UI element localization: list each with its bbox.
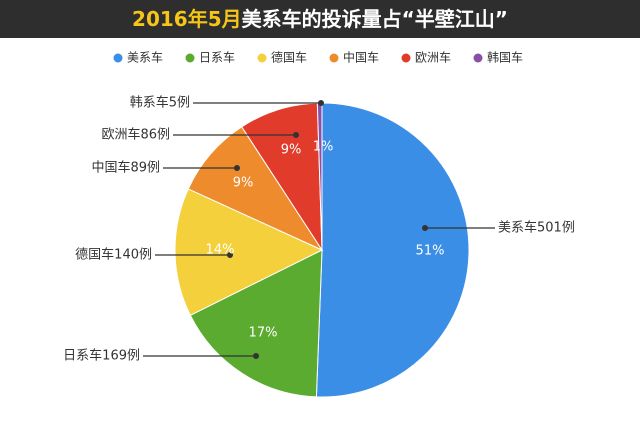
title-banner [0, 0, 640, 38]
legend-label: 德国车 [271, 50, 307, 65]
percent-label: 51% [416, 244, 445, 259]
leader-dot [234, 165, 240, 171]
legend-label: 日系车 [199, 50, 235, 65]
callout-label: 中国车89例 [91, 160, 160, 176]
callout-label: 美系车501例 [498, 220, 575, 236]
percent-label: 17% [249, 326, 278, 341]
legend-swatch [473, 53, 483, 63]
title-highlight: 2016年5月 [132, 7, 242, 31]
percent-label: 9% [233, 176, 254, 191]
legend-swatch [113, 53, 123, 63]
legend-swatch [185, 53, 195, 63]
leader-dot [253, 353, 259, 359]
percent-label: 1% [313, 140, 334, 155]
title-rest: 美系车的投诉量占“半壁江山” [242, 7, 508, 31]
leader-dot [422, 225, 428, 231]
callout-label: 德国车140例 [75, 247, 152, 263]
legend-label: 韩国车 [487, 50, 523, 65]
legend-swatch [257, 53, 267, 63]
pie-slice [174, 188, 324, 316]
chart-title: 2016年5月美系车的投诉量占“半壁江山” [132, 7, 508, 31]
legend-label: 中国车 [343, 50, 379, 65]
legend-label: 美系车 [127, 50, 163, 65]
legend-swatch [329, 53, 339, 63]
legend-label: 欧洲车 [415, 50, 451, 65]
callout-label: 韩系车5例 [130, 95, 190, 111]
leader-dot [318, 100, 324, 106]
leader-dot [227, 252, 233, 258]
callout-label: 日系车169例 [63, 348, 140, 364]
legend: 美系车 日系车 德国车 中国车 欧洲车 韩国车 [113, 50, 523, 65]
pie-slice [189, 249, 323, 398]
pie-slice [187, 126, 324, 252]
labels: 美系车501例 51% 日系车169例 17% 德国车140例 14% 中国车89例 9% 欧洲… [63, 95, 575, 364]
percent-label: 9% [281, 143, 302, 158]
pie [174, 102, 470, 398]
leader-dot [293, 132, 299, 138]
legend-swatch [401, 53, 411, 63]
callout-label: 欧洲车86例 [101, 127, 170, 143]
pie-slice [315, 102, 470, 398]
percent-label: 14% [206, 243, 235, 258]
